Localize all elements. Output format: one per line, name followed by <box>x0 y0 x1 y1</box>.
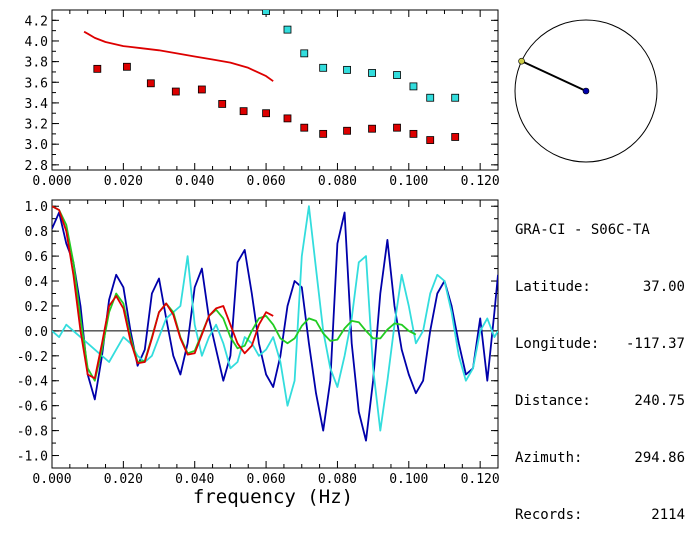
dial-station-dot <box>518 57 525 65</box>
top-y-tick-label: 4.2 <box>25 14 48 29</box>
records-label: Records: <box>515 507 583 523</box>
top-point-red <box>262 109 270 118</box>
top-point-red <box>171 87 180 96</box>
bottom-line-cyan <box>52 205 498 432</box>
bottom-amplitude-panel: 0.000 0.020 0.040 0.060 0.080 0.100 0.120 1.0 0.… <box>17 199 500 487</box>
bottom-y-tick-label: 0.0 <box>25 325 48 340</box>
bottom-y-tick-label: 0.6 <box>25 250 48 265</box>
bottom-x-tick-label: 0.120 <box>461 472 500 487</box>
top-y-tick-label: 3.4 <box>25 97 49 112</box>
bottom-y-tick-label: 0.2 <box>25 300 48 315</box>
dial-circle <box>514 19 658 163</box>
top-point-cyan <box>300 49 309 58</box>
top-point-red <box>123 62 131 71</box>
top-x-tick-label: 0.020 <box>104 174 143 189</box>
top-plot-area <box>83 10 460 144</box>
bottom-y-tick-label: -0.8 <box>17 425 48 440</box>
top-point-red <box>283 114 292 123</box>
top-x-tick-label: 0.100 <box>389 174 428 189</box>
longitude-value: -117.37 <box>625 336 685 352</box>
bottom-y-tick-label: 0.8 <box>25 225 48 240</box>
top-point-cyan <box>262 10 270 15</box>
top-y-tick-label: 3.6 <box>25 76 48 91</box>
top-y-tick-label: 2.8 <box>25 159 48 174</box>
top-point-cyan <box>368 69 376 77</box>
azimuth-value: 294.86 <box>634 450 685 466</box>
azimuth-label: Azimuth: <box>515 450 583 466</box>
bottom-x-tick-label: 0.020 <box>104 472 143 487</box>
top-y-tick-label: 3.8 <box>25 56 48 71</box>
azimuth-dial <box>514 19 658 163</box>
top-point-red <box>218 100 227 108</box>
bottom-y-tick-label: -0.4 <box>17 375 48 390</box>
bottom-line-navy <box>52 211 498 442</box>
top-point-red <box>426 136 435 144</box>
bottom-plot-area <box>52 205 498 442</box>
bottom-y-tick-label: -0.2 <box>17 350 48 365</box>
top-x-tick-label: 0.000 <box>32 174 71 189</box>
top-point-red <box>319 129 328 138</box>
top-point-cyan <box>283 25 292 34</box>
top-x-tick-label: 0.120 <box>461 174 500 189</box>
bottom-line-green <box>52 205 417 382</box>
latitude-label: Latitude: <box>515 279 591 295</box>
top-x-tick-label: 0.060 <box>247 174 286 189</box>
top-velocity-panel: 0.000 0.020 0.040 0.060 0.080 0.100 0.120 2.8 3.… <box>25 9 500 189</box>
top-y-tick-label: 3.0 <box>25 138 48 153</box>
bottom-y-tick-label: -0.6 <box>17 400 48 415</box>
dial-azimuth-line <box>521 60 587 92</box>
top-frame <box>51 9 499 171</box>
top-point-red <box>451 133 460 141</box>
top-point-red <box>300 123 309 132</box>
top-point-cyan <box>426 93 435 102</box>
dial-center-dot <box>582 87 590 95</box>
bottom-x-tick-label: 0.060 <box>247 472 286 487</box>
distance-label: Distance: <box>515 393 591 409</box>
bottom-x-tick-label: 0.000 <box>32 472 71 487</box>
top-point-cyan <box>319 63 328 72</box>
dispersion-figure: 0.000 0.020 0.040 0.060 0.080 0.100 0.120 2.8 3.… <box>17 9 658 508</box>
bottom-line-red <box>52 205 274 380</box>
bottom-frame <box>51 199 499 469</box>
records-value: 2114 <box>651 507 685 523</box>
bottom-x-tick-label: 0.080 <box>318 472 357 487</box>
bottom-y-tick-label: 0.4 <box>25 275 49 290</box>
distance-row: Distance: 240.75 <box>515 392 685 411</box>
top-point-cyan <box>451 93 460 102</box>
top-point-red <box>197 85 206 94</box>
top-point-red <box>239 107 248 116</box>
top-line-red <box>83 30 274 82</box>
top-point-red <box>393 123 401 132</box>
top-x-tick-label: 0.080 <box>318 174 357 189</box>
top-y-tick-label: 4.0 <box>25 35 48 50</box>
top-x-tick-label: 0.040 <box>175 174 214 189</box>
bottom-x-tick-label: 0.040 <box>175 472 214 487</box>
azimuth-row: Azimuth: 294.86 <box>515 449 685 468</box>
latitude-value: 37.00 <box>642 279 685 295</box>
top-point-red <box>93 64 102 73</box>
records-row: Records: 2114 <box>515 506 685 525</box>
bottom-y-tick-label: 1.0 <box>25 200 48 215</box>
top-point-red <box>409 129 418 138</box>
top-point-cyan <box>343 65 351 74</box>
top-point-cyan <box>409 82 418 91</box>
top-point-cyan <box>393 71 401 79</box>
x-axis-label: frequency (Hz) <box>193 486 353 508</box>
top-y-tick-label: 3.2 <box>25 118 48 133</box>
latitude-row: Latitude: 37.00 <box>515 278 685 297</box>
top-point-red <box>146 79 155 88</box>
top-point-red <box>343 126 351 135</box>
bottom-y-tick-label: -1.0 <box>17 450 48 465</box>
longitude-row: Longitude: -117.37 <box>515 335 685 354</box>
bottom-x-tick-label: 0.100 <box>389 472 428 487</box>
station-info-panel: GRA-CI - S06C-TA Latitude: 37.00 Longitud… <box>515 183 685 544</box>
top-point-red <box>368 124 376 133</box>
station-title: GRA-CI - S06C-TA <box>515 222 650 238</box>
distance-value: 240.75 <box>634 393 685 409</box>
longitude-label: Longitude: <box>515 336 600 352</box>
